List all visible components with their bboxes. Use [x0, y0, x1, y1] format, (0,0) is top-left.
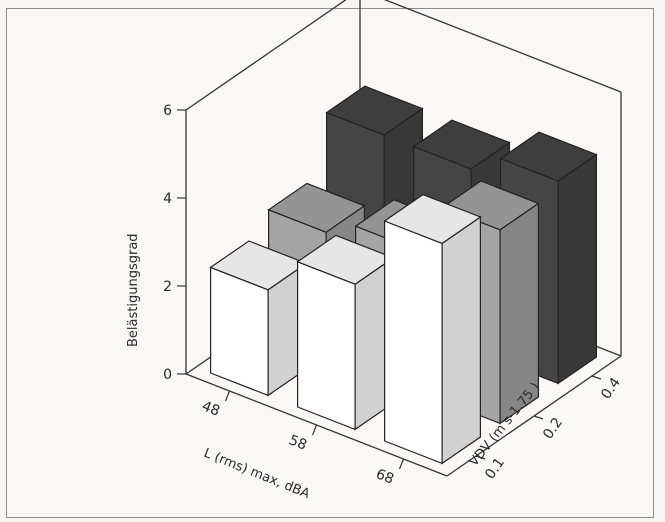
bar-top-face: [267, 182, 366, 233]
bar-0.1-48: [209, 240, 308, 397]
bar-side-face: [441, 215, 481, 465]
bar-front-face: [297, 260, 356, 431]
x-tick-label: 58: [286, 432, 309, 454]
bar-0.1-58: [296, 234, 395, 431]
bar-top-face: [325, 85, 424, 136]
y-tick-label: 0.4: [598, 375, 624, 402]
y-tick-label: 0.2: [540, 415, 566, 442]
bar-side-face: [557, 153, 598, 385]
bar-top-face: [383, 193, 482, 245]
bar-front-face: [384, 220, 443, 465]
x-tick: [398, 458, 405, 470]
y-tick: [533, 415, 544, 420]
z-tick-label: 2: [163, 279, 172, 295]
bar-group: [209, 85, 598, 465]
wall-back-top-edge: [383, 0, 622, 93]
bar-top-face: [412, 119, 511, 170]
x-tick-label: 68: [373, 466, 396, 488]
bar-top-face: [499, 131, 598, 182]
z-axis-label: Belästigungsgrad: [126, 233, 141, 347]
z-tick-label: 4: [163, 191, 172, 207]
wall-left-top-edge: [185, 0, 347, 111]
x-tick: [224, 390, 231, 402]
x-tick: [311, 424, 318, 436]
z-tick-label: 6: [163, 103, 172, 119]
x-axis-label: L (rms) max, dBA: [202, 446, 312, 502]
bar-0.1-68: [383, 193, 482, 465]
z-tick-label: 0: [163, 367, 172, 383]
y-tick: [475, 455, 486, 460]
y-tick: [591, 375, 602, 380]
x-tick-label: 48: [199, 398, 222, 420]
